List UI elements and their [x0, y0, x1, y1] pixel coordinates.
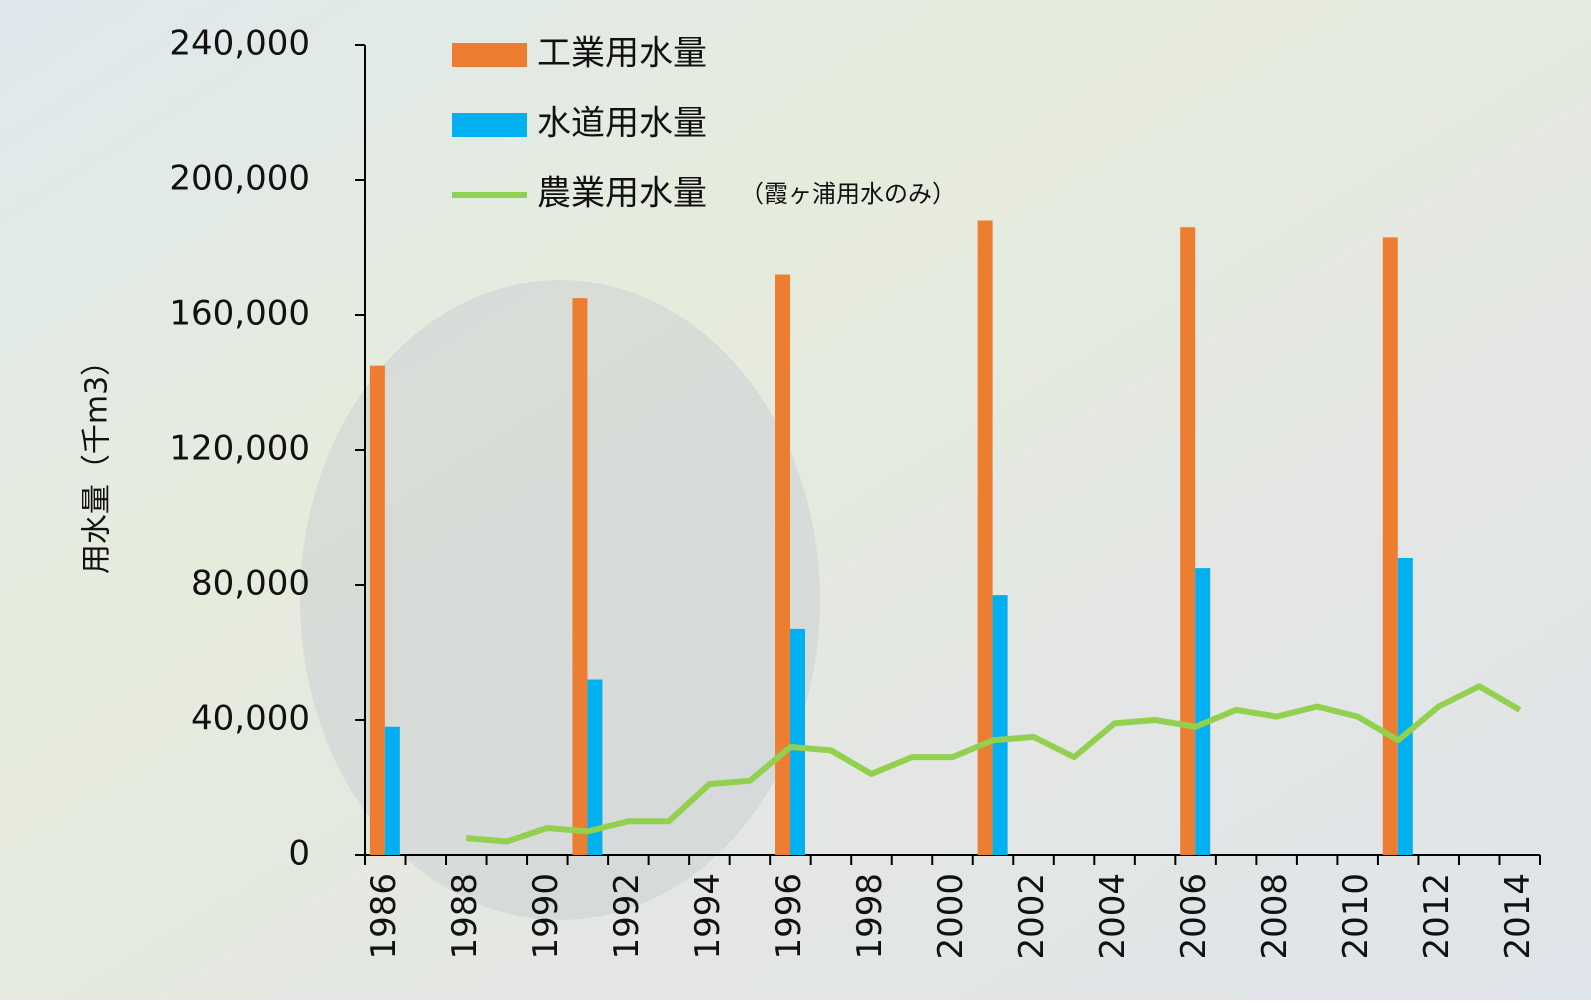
bar: [790, 628, 806, 855]
x-tick-label: 2000: [931, 873, 971, 960]
bar: [1397, 558, 1413, 855]
line: [466, 683, 1522, 845]
x-tick-label: 1986: [364, 873, 404, 960]
y-tick-label: 200,000: [169, 159, 310, 199]
y-axis-label: 用水量（千m3）: [80, 346, 115, 574]
y-tick-label: 80,000: [191, 564, 310, 604]
legend-label: 水道用水量: [537, 104, 707, 144]
y-tick-label: 240,000: [169, 24, 310, 64]
y-tick-label: 160,000: [169, 294, 310, 334]
x-tick-label: 2014: [1498, 873, 1538, 960]
bar: [384, 726, 400, 855]
x-tick-label: 1998: [850, 873, 890, 960]
x-tick-label: 2002: [1012, 873, 1052, 960]
bar: [1180, 227, 1196, 855]
legend-swatch: [452, 113, 527, 137]
x-tick-label: 1992: [607, 873, 647, 960]
x-tick-label: 2008: [1255, 873, 1295, 960]
y-tick-label: 0: [288, 834, 310, 874]
legend-label: 農業用水量: [537, 174, 707, 214]
bar: [1195, 568, 1211, 855]
y-tick-label: 120,000: [169, 429, 310, 469]
x-tick-label: 2004: [1093, 873, 1133, 960]
x-tick-label: 1990: [526, 873, 566, 960]
bar: [775, 274, 791, 855]
legend-note: （霞ヶ浦用水のみ）: [740, 180, 956, 208]
bar: [369, 365, 385, 855]
legend-label: 工業用水量: [537, 34, 707, 74]
bar: [1382, 237, 1398, 855]
x-tick-label: 2006: [1174, 873, 1214, 960]
background-blur: [300, 280, 820, 920]
x-tick-label: 1996: [769, 873, 809, 960]
legend-swatch: [452, 43, 527, 67]
bar: [977, 220, 993, 855]
x-tick-label: 1988: [445, 873, 485, 960]
x-tick-label: 2012: [1417, 873, 1457, 960]
x-tick-label: 1994: [688, 873, 728, 960]
bar: [587, 679, 603, 855]
bar: [572, 298, 588, 855]
x-tick-label: 2010: [1336, 873, 1376, 960]
bar: [992, 595, 1008, 855]
y-tick-label: 40,000: [191, 699, 310, 739]
